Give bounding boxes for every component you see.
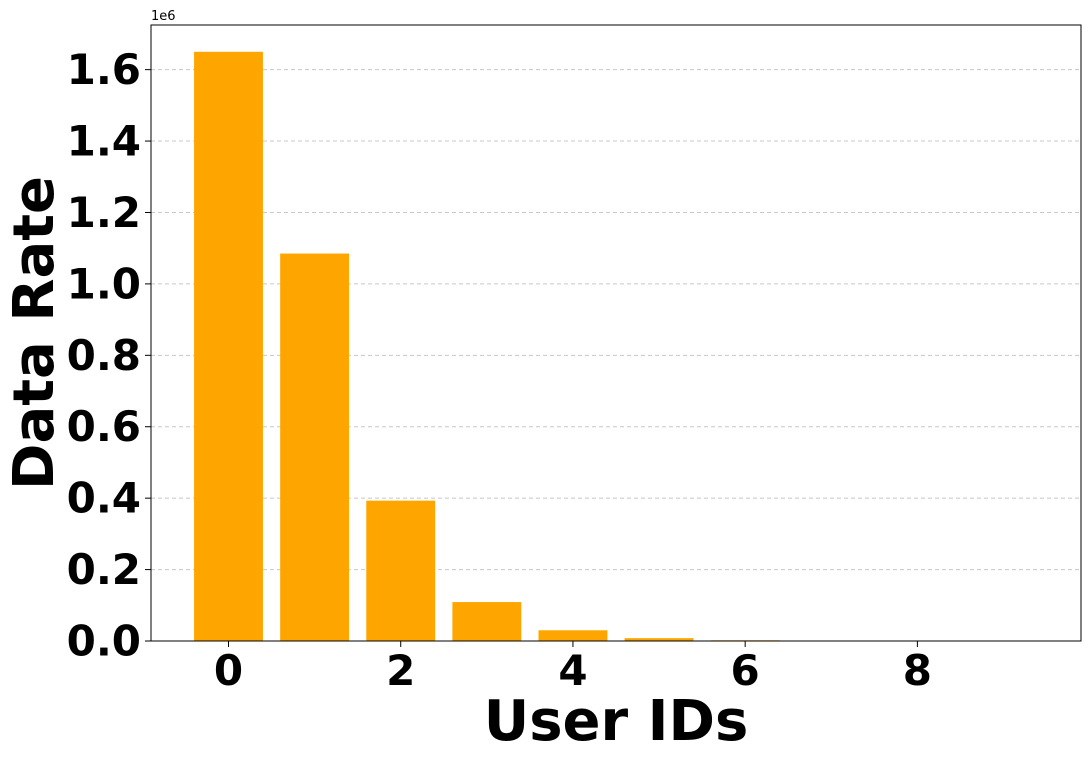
x-tick-label: 8 [903,646,932,695]
y-tick-label: 0.0 [67,617,141,666]
bar [452,602,521,641]
y-tick-label: 0.4 [67,474,141,523]
x-tick-label: 6 [731,646,760,695]
y-axis-title: Data Rate [2,176,67,490]
y-tick-label: 1.4 [67,117,141,166]
bar [539,630,608,641]
y-tick-label: 0.8 [67,331,141,380]
y-tick-label: 0.6 [67,402,141,451]
y-tick-label: 1.6 [67,45,141,94]
bars [194,52,1038,641]
x-tick-label: 2 [386,646,415,695]
y-offset-label: 1e6 [151,9,176,24]
bar [366,501,435,641]
bar [280,254,349,641]
y-tick-label: 0.2 [67,545,141,594]
y-tick-label: 1.2 [67,188,141,237]
x-tick-label: 4 [558,646,587,695]
x-tick-label: 0 [214,646,243,695]
bar [194,52,263,641]
x-axis-title: User IDs [484,689,749,754]
y-tick-label: 1.0 [67,259,141,308]
